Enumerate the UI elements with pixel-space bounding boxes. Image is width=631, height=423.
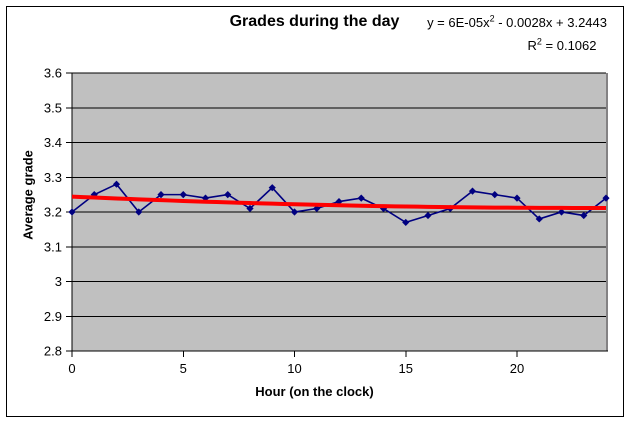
trendline (71, 194, 607, 210)
data-point (580, 211, 588, 220)
data-point (402, 218, 410, 227)
x-tick-label: 5 (180, 361, 187, 376)
data-point (602, 194, 610, 202)
r-squared-label: R2 = 0.1062 (514, 36, 610, 53)
y-tick-label: 3.2 (44, 205, 62, 220)
data-point (513, 194, 521, 202)
x-axis-title: Hour (on the clock) (255, 384, 374, 399)
data-point (224, 191, 232, 199)
data-point (112, 180, 121, 188)
data-point (90, 191, 98, 199)
data-point (491, 191, 499, 199)
equation-prefix: y = 6E-05x (427, 15, 490, 30)
data-point (246, 204, 254, 213)
data-point (557, 208, 566, 216)
y-tick-label: 3.3 (44, 170, 62, 185)
data-point (357, 194, 365, 202)
x-tick-label: 0 (68, 361, 75, 376)
y-tick-label: 3.5 (44, 100, 62, 115)
data-point (179, 191, 187, 199)
data-point (290, 208, 299, 216)
y-tick-label: 3 (55, 274, 62, 289)
data-point (268, 184, 276, 192)
data-point (468, 187, 477, 195)
data-point (68, 208, 76, 216)
y-tick-label: 3.4 (44, 135, 62, 150)
x-tick-label: 20 (510, 361, 524, 376)
equation-suffix: - 0.0028x + 3.2443 (494, 15, 607, 30)
equation-exponent: 2 (489, 13, 495, 24)
x-tick-label: 15 (399, 361, 413, 376)
data-point (135, 208, 143, 216)
trendline-equation: y = 6E-05x2 - 0.0028x + 3.2443 (427, 13, 607, 30)
data-point (157, 191, 165, 199)
r-squared-suffix: = 0.1062 (541, 38, 597, 53)
chart-title: Grades during the day (229, 13, 400, 30)
y-tick-label: 2.8 (44, 344, 62, 359)
y-tick-label: 2.9 (44, 309, 62, 324)
data-point (424, 211, 432, 220)
plot-shadow (606, 73, 608, 351)
x-tick-label: 10 (287, 361, 301, 376)
data-point (535, 215, 543, 223)
r-squared-exponent: 2 (536, 36, 542, 47)
y-tick-label: 3.6 (44, 66, 62, 81)
y-tick-label: 3.1 (44, 239, 62, 254)
r-squared-prefix: R (527, 38, 537, 53)
